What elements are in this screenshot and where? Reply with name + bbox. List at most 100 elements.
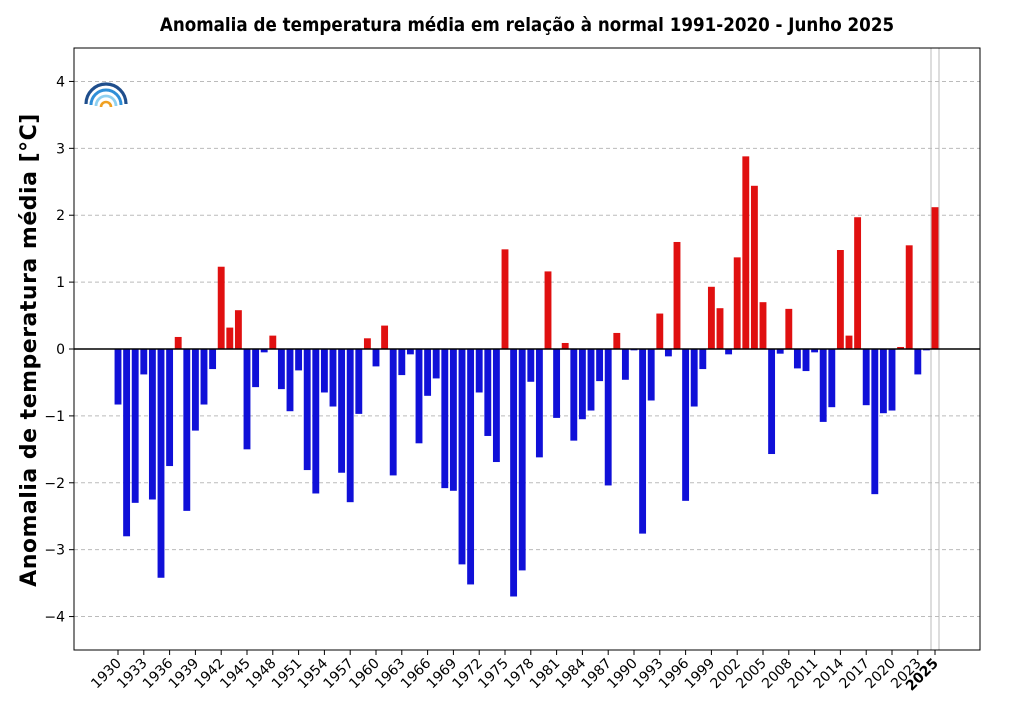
bar-1931 — [123, 349, 131, 537]
bar-1935 — [157, 349, 165, 578]
bar-1979 — [535, 349, 543, 458]
y-tick-label: −2 — [44, 476, 65, 492]
bar-1974 — [492, 349, 500, 463]
axes — [69, 47, 981, 655]
bar-2000 — [716, 308, 724, 349]
bar-1937 — [174, 336, 182, 349]
bar-1983 — [570, 349, 578, 441]
chart-title: Anomalia de temperatura média em relação… — [159, 14, 895, 36]
bar-2008 — [785, 308, 793, 349]
bar-1955 — [329, 349, 337, 407]
y-tick-label: 2 — [56, 208, 65, 224]
bar-1964 — [406, 349, 414, 355]
bar-2012 — [819, 349, 827, 422]
bar-2025 — [931, 207, 939, 349]
bar-1998 — [699, 349, 707, 370]
bar-1985 — [587, 349, 595, 411]
bar-1956 — [338, 349, 346, 473]
bar-1984 — [578, 349, 586, 420]
bar-1973 — [484, 349, 492, 436]
bar-1992 — [647, 349, 655, 401]
bar-2001 — [725, 349, 733, 355]
bar-1930 — [114, 349, 122, 405]
bar-1997 — [690, 349, 698, 407]
bar-1933 — [140, 349, 148, 375]
bar-1946 — [252, 349, 260, 388]
y-tick-label: −3 — [44, 543, 65, 559]
bar-1949 — [277, 349, 285, 390]
bar-1996 — [682, 349, 690, 501]
bar-2002 — [733, 257, 741, 349]
bar-1936 — [166, 349, 174, 467]
bar-1953 — [312, 349, 320, 494]
bar-1976 — [510, 349, 518, 597]
bar-1969 — [449, 349, 457, 491]
bar-1966 — [424, 349, 432, 396]
bar-1967 — [432, 349, 440, 379]
bar-1994 — [664, 349, 672, 357]
y-tick-label: −1 — [44, 409, 65, 425]
bar-1932 — [131, 349, 139, 503]
bar-2013 — [828, 349, 836, 408]
bar-2017 — [862, 349, 870, 406]
bar-1934 — [148, 349, 156, 500]
bar-1941 — [209, 349, 217, 370]
y-tick-label: 0 — [56, 342, 65, 358]
bar-1970 — [458, 349, 466, 565]
bars — [114, 156, 939, 597]
bar-1943 — [226, 327, 234, 349]
bar-1944 — [234, 310, 242, 349]
bar-2016 — [854, 217, 862, 349]
bar-2004 — [750, 185, 758, 349]
bar-1980 — [544, 271, 552, 349]
y-axis-label: Anomalia de temperatura média [°C] — [17, 113, 42, 587]
bar-1939 — [191, 349, 199, 431]
bar-1965 — [415, 349, 423, 444]
bar-2015 — [845, 335, 853, 349]
bar-2009 — [793, 349, 801, 369]
bar-1971 — [467, 349, 475, 585]
bar-1986 — [596, 349, 604, 382]
bar-1989 — [621, 349, 629, 380]
bar-1947 — [260, 349, 268, 353]
rainbow-logo — [84, 82, 128, 108]
bar-1959 — [363, 338, 371, 349]
bar-1938 — [183, 349, 191, 511]
bar-2003 — [742, 156, 750, 349]
bar-2023 — [914, 349, 922, 375]
bar-2005 — [759, 302, 767, 349]
bar-2018 — [871, 349, 879, 495]
bar-1948 — [269, 335, 277, 349]
bar-1991 — [639, 349, 647, 534]
bar-1987 — [604, 349, 612, 486]
bar-1951 — [295, 349, 303, 371]
bar-1960 — [372, 349, 380, 367]
bar-1950 — [286, 349, 294, 412]
gridlines — [74, 48, 980, 650]
bar-1977 — [518, 349, 526, 571]
bar-1940 — [200, 349, 208, 405]
plot-frame — [73, 47, 981, 651]
bar-1942 — [217, 266, 225, 349]
bar-1963 — [398, 349, 406, 376]
bar-1993 — [656, 313, 664, 349]
y-tick-label: 3 — [56, 141, 65, 157]
bar-2006 — [768, 349, 776, 455]
bar-1988 — [613, 332, 621, 349]
bar-1945 — [243, 349, 251, 450]
y-tick-label: 1 — [56, 275, 65, 291]
bar-1981 — [553, 349, 561, 418]
bar-2021 — [897, 346, 905, 349]
y-tick-label: 4 — [56, 74, 65, 90]
bar-1999 — [707, 286, 715, 349]
bar-2007 — [776, 349, 784, 354]
bar-1958 — [355, 349, 363, 414]
bar-1975 — [501, 249, 509, 349]
bar-2010 — [802, 349, 810, 372]
bar-2022 — [905, 245, 913, 349]
bar-1952 — [303, 349, 311, 471]
bar-1957 — [346, 349, 354, 503]
bar-1954 — [320, 349, 328, 393]
bar-1961 — [381, 325, 389, 349]
